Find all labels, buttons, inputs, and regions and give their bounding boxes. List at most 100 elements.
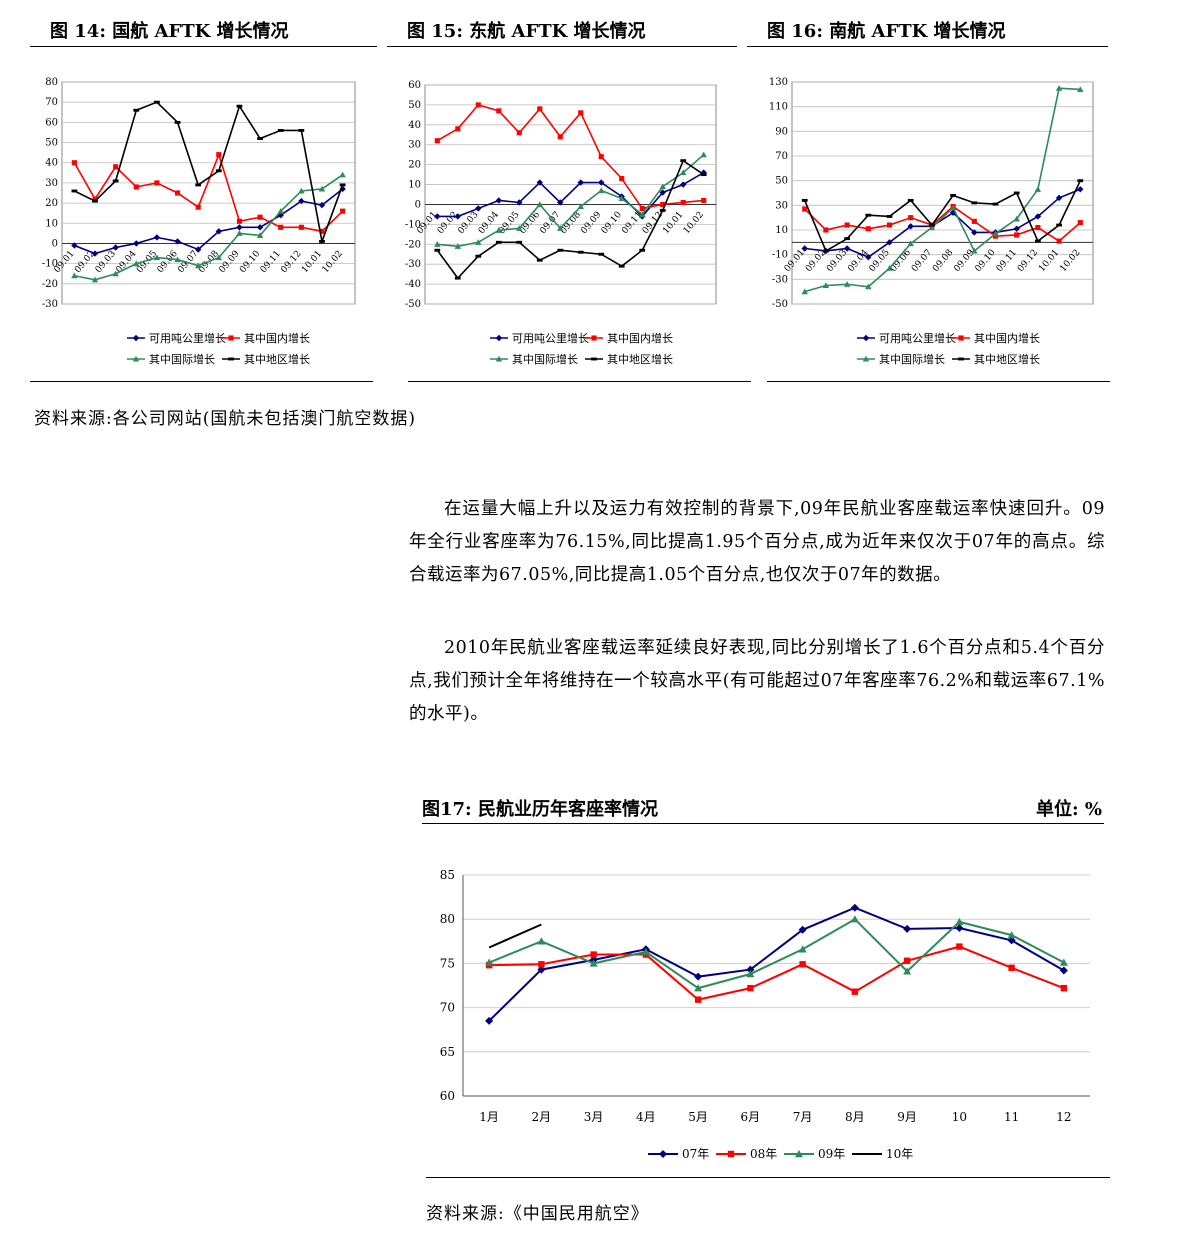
data-point [598,154,604,160]
data-point [215,228,223,235]
legend-label: 07年 [682,1147,709,1161]
data-point [91,250,99,257]
source-note: 资料来源:各公司网站(国航未包括澳门航空数据) [34,409,416,429]
data-point [495,355,503,362]
legend-label: 其中国内增长 [244,331,310,345]
legend-label: 其中地区增长 [974,352,1040,366]
data-point [434,138,440,144]
data-point [727,1150,735,1158]
data-point [992,230,999,237]
y-tick-label: -30 [405,259,421,270]
data-point [801,198,808,202]
x-tick-label: 10.01 [1037,248,1061,274]
data-point [1077,86,1084,92]
figure-bottom-rule [767,381,1110,382]
data-point [298,224,304,230]
x-tick-label: 09.09 [579,210,603,236]
legend-label: 其中地区增长 [244,352,310,366]
data-point [701,197,707,204]
series-line [488,923,542,949]
series-line [437,171,705,218]
data-point [1007,931,1016,939]
x-tick-label: 7月 [793,1110,813,1124]
data-point [537,937,546,945]
data-point [153,234,161,241]
y-tick-label: 30 [45,178,58,189]
data-point [195,183,202,187]
data-point [174,120,181,124]
y-tick-label: -50 [772,299,788,310]
data-point [557,225,564,231]
figure-bottom-rule [408,381,751,382]
data-point [454,243,461,249]
legend-label: 其中国内增长 [607,331,673,345]
data-point [112,179,119,183]
y-tick-label: 65 [440,1045,455,1059]
y-tick-label: -20 [405,239,421,250]
y-tick-label: 50 [775,176,788,187]
data-point [659,1150,667,1158]
y-tick-label: -10 [42,259,58,270]
data-point [71,242,78,249]
data-point [1014,232,1020,238]
data-point [798,925,807,934]
data-point [802,206,808,212]
data-point [908,215,914,221]
data-point [619,176,625,182]
y-tick-label: 50 [45,138,58,149]
data-point [154,100,160,104]
unit-label: 单位: % [1035,799,1102,820]
y-tick-label: 40 [408,120,421,131]
data-point [844,222,850,228]
data-point [865,226,871,232]
data-point [557,134,563,140]
data-point [700,173,707,177]
data-point [1034,186,1042,192]
data-point [1055,84,1063,91]
data-point [1059,966,1068,975]
data-point [798,945,807,953]
legend-label: 其中国内增长 [974,331,1040,345]
data-point [1013,215,1020,222]
y-tick-label: 90 [775,126,788,137]
data-point [536,258,543,262]
data-point [958,357,964,361]
data-point [992,202,999,206]
data-point [236,224,243,231]
y-tick-label: 110 [769,102,788,113]
data-point [639,248,646,252]
seat-load-factor-chart: 85 80 75 70 65 60 1月 2月 3月 4月 5月 6月 7月 8月 9月 10 11 12 07年 0… [440,868,1090,1161]
y-tick-label: 80 [45,77,58,88]
data-point [495,227,502,233]
legend-label: 其中地区增长 [607,352,673,366]
data-point [801,245,808,252]
data-point [112,244,119,251]
data-point [236,104,243,108]
legend-label: 10年 [886,1147,913,1161]
data-point [174,238,181,245]
data-point [843,281,851,287]
y-tick-label: 50 [408,100,421,111]
x-tick-label: 09.12 [1016,248,1040,274]
data-point [236,218,243,224]
data-point [903,924,912,933]
y-tick-label: -40 [405,279,421,290]
y-tick-label: 70 [440,1001,455,1015]
x-tick-label: 5月 [688,1110,708,1124]
x-tick-label: 09.07 [910,248,934,274]
series-line [488,906,1065,1022]
aftk-chart-china-eastern: 6050403020100-10-20-30-40-5009.0109.0209… [405,80,717,366]
data-point [215,169,222,173]
data-point [340,208,346,214]
x-tick-label: 09.09 [218,249,242,275]
data-point [823,249,829,253]
data-point [318,185,326,192]
data-point [850,915,859,923]
data-point [339,183,346,187]
x-tick-label: 09.07 [538,210,562,236]
data-point [557,248,564,252]
data-point [591,335,597,341]
y-tick-label: -30 [42,299,58,310]
data-point [455,126,461,132]
series-line [804,205,1081,243]
